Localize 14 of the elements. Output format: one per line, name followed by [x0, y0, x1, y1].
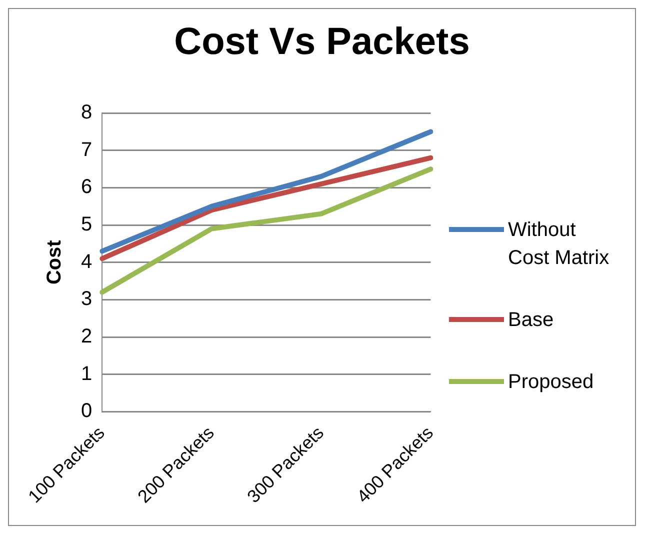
y-tick-label: 4 — [81, 250, 92, 273]
y-axis-title: Cost — [44, 240, 66, 285]
y-tick-label: 3 — [81, 288, 92, 310]
y-tick-label: 2 — [81, 326, 92, 348]
legend-label: Proposed — [508, 370, 594, 395]
y-tick-label: 6 — [81, 176, 92, 198]
y-tick-label: 7 — [81, 138, 92, 161]
y-tick-label: 8 — [81, 102, 92, 124]
chart-title: Cost Vs Packets — [173, 20, 471, 65]
y-tick-label: 1 — [81, 362, 92, 385]
legend-label: Base — [508, 308, 554, 333]
y-tick-label: 5 — [81, 214, 92, 236]
legend-label: Without Cost Matrix — [508, 218, 610, 271]
y-tick-label: 0 — [81, 400, 92, 422]
